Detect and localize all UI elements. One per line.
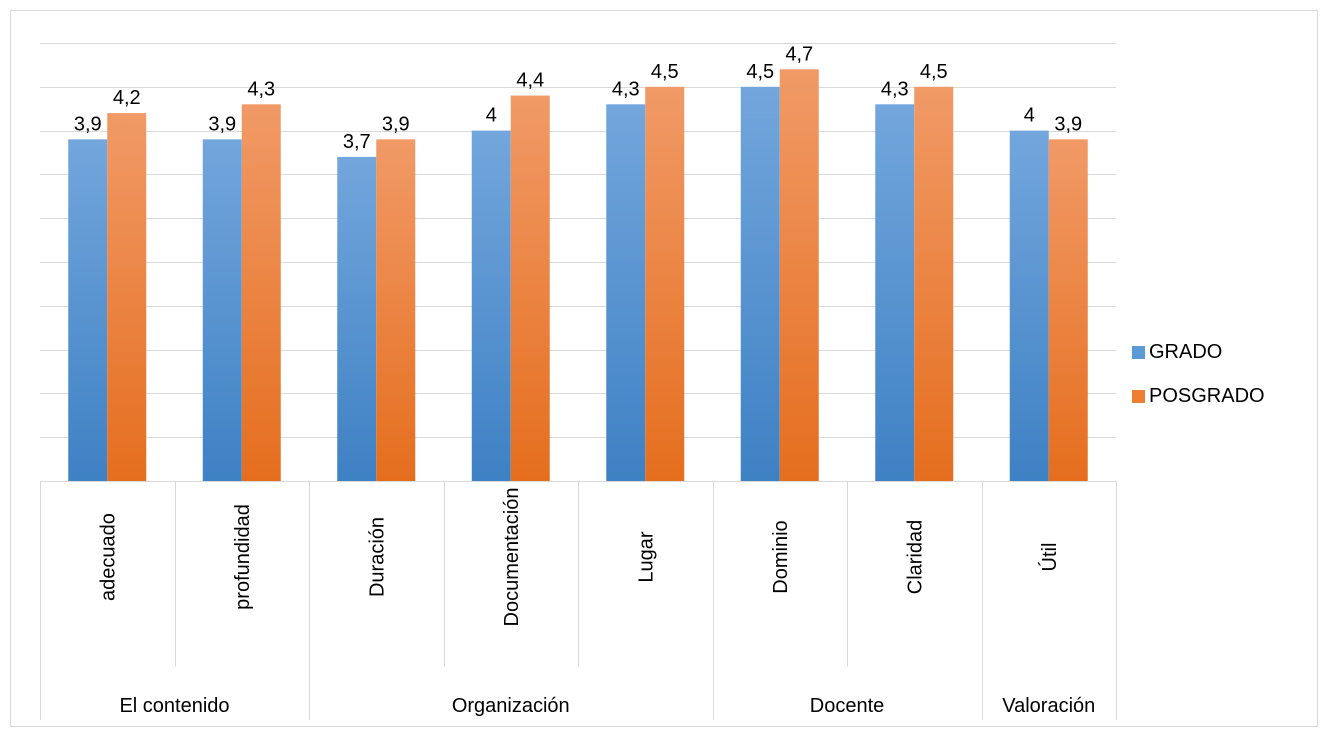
chart-frame	[10, 10, 1318, 727]
tick-label-claridad: Claridad	[904, 520, 926, 594]
data-label-posgrado-util: 3,9	[1054, 113, 1082, 135]
data-label-grado-util: 4	[1024, 105, 1035, 127]
group-label-valoracion: Valoración	[1002, 695, 1095, 717]
data-label-posgrado-claridad: 4,5	[920, 61, 948, 83]
data-label-grado-duracion: 3,7	[343, 131, 371, 153]
bar-posgrado-duracion	[376, 139, 416, 482]
data-label-grado-adecuado: 3,9	[74, 113, 102, 135]
legend-swatch-grado	[1132, 346, 1145, 359]
group-label-docente: Docente	[810, 695, 885, 717]
bars	[68, 69, 1088, 482]
data-label-grado-dominio: 4,5	[746, 61, 774, 83]
tick-label-util: Útil	[1038, 543, 1061, 572]
data-label-grado-documentacion: 4	[486, 105, 497, 127]
data-label-grado-profundidad: 3,9	[208, 113, 236, 135]
tick-label-documentacion: Documentación	[501, 488, 523, 627]
legend-swatch-posgrado	[1132, 390, 1145, 403]
data-label-grado-claridad: 4,3	[881, 78, 909, 100]
group-label-organizacion: Organización	[452, 695, 570, 717]
data-label-posgrado-lugar: 4,5	[651, 61, 679, 83]
data-label-grado-lugar: 4,3	[612, 78, 640, 100]
data-label-posgrado-profundidad: 4,3	[247, 78, 275, 100]
legend-item-posgrado: POSGRADO	[1132, 385, 1265, 408]
bar-grado-dominio	[740, 86, 780, 482]
bar-grado-adecuado	[68, 139, 108, 482]
bar-grado-util	[1009, 130, 1049, 481]
legend-label-grado: GRADO	[1149, 341, 1223, 363]
bar-posgrado-claridad	[914, 86, 954, 482]
bar-posgrado-dominio	[779, 69, 819, 481]
data-labels: 3,9 4,2 3,9 4,3 3,7 3,9 4 4,4 4,3 4,5 4,5 4,7 4,3 4,5…	[74, 43, 1082, 153]
bar-posgrado-lugar	[645, 86, 685, 482]
bar-grado-profundidad	[202, 139, 242, 482]
tick-label-duracion: Duración	[366, 517, 388, 597]
data-label-posgrado-adecuado: 4,2	[113, 87, 141, 109]
bar-grado-lugar	[606, 104, 646, 481]
bar-posgrado-adecuado	[107, 113, 147, 481]
data-label-posgrado-duracion: 3,9	[382, 113, 410, 135]
tick-label-lugar: Lugar	[635, 531, 657, 582]
legend-item-grado: GRADO	[1132, 341, 1222, 364]
bar-posgrado-documentacion	[510, 95, 550, 481]
gridlines	[40, 43, 1116, 438]
tick-label-profundidad: profundidad	[232, 504, 254, 610]
category-axis: adecuado profundidad Duración Documentación…	[40, 481, 1117, 720]
tick-label-adecuado: adecuado	[97, 513, 119, 601]
group-label-el-contenido: El contenido	[119, 695, 229, 717]
bar-grado-documentacion	[471, 130, 511, 481]
bar-posgrado-profundidad	[241, 104, 281, 481]
bar-grado-duracion	[337, 156, 377, 481]
data-label-posgrado-documentacion: 4,4	[516, 70, 544, 92]
bar-grado-claridad	[875, 104, 915, 481]
legend-label-posgrado: POSGRADO	[1149, 385, 1265, 407]
tick-label-dominio: Dominio	[770, 520, 792, 593]
bar-posgrado-util	[1048, 139, 1088, 482]
data-label-posgrado-dominio: 4,7	[785, 43, 813, 65]
